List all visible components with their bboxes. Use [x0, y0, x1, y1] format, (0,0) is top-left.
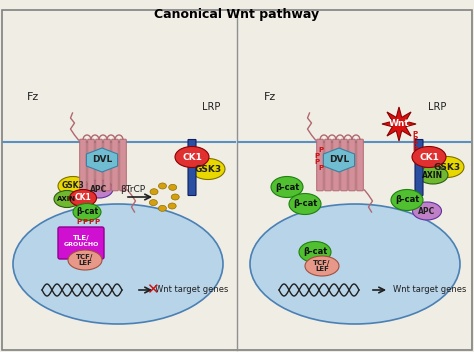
Text: ✕: ✕ — [146, 283, 158, 297]
Text: GROUCHO: GROUCHO — [64, 243, 99, 247]
Ellipse shape — [191, 158, 225, 180]
Text: DVL: DVL — [92, 156, 112, 164]
Text: LRP: LRP — [202, 102, 220, 112]
Text: GSK3: GSK3 — [62, 182, 84, 190]
Ellipse shape — [305, 256, 339, 276]
Polygon shape — [382, 107, 416, 141]
Ellipse shape — [171, 194, 179, 200]
Ellipse shape — [169, 184, 177, 190]
Ellipse shape — [412, 146, 446, 168]
FancyBboxPatch shape — [88, 139, 94, 191]
Text: LEF: LEF — [78, 260, 92, 266]
Text: β-cat: β-cat — [395, 195, 419, 205]
Text: GSK3: GSK3 — [433, 163, 461, 171]
Text: TLE/: TLE/ — [73, 235, 89, 241]
FancyBboxPatch shape — [3, 17, 236, 142]
Text: P: P — [412, 131, 418, 137]
FancyBboxPatch shape — [238, 17, 471, 142]
Text: APC: APC — [419, 207, 436, 215]
FancyBboxPatch shape — [317, 139, 323, 191]
Polygon shape — [323, 148, 355, 172]
FancyBboxPatch shape — [120, 139, 126, 191]
Ellipse shape — [289, 194, 321, 214]
FancyBboxPatch shape — [58, 227, 104, 259]
Text: DVL: DVL — [329, 156, 349, 164]
FancyBboxPatch shape — [415, 139, 423, 195]
Text: GSK3: GSK3 — [194, 164, 221, 174]
Ellipse shape — [13, 204, 223, 324]
Text: Wnt: Wnt — [389, 119, 410, 128]
Text: P: P — [314, 153, 319, 159]
Ellipse shape — [73, 203, 101, 220]
Text: Fz: Fz — [264, 92, 276, 102]
Text: Canonical Wnt pathway: Canonical Wnt pathway — [155, 8, 319, 21]
Ellipse shape — [175, 146, 209, 168]
Text: P: P — [412, 146, 418, 152]
Ellipse shape — [158, 183, 166, 189]
FancyBboxPatch shape — [341, 139, 347, 191]
Text: βTrCP: βTrCP — [120, 186, 146, 195]
Text: LRP: LRP — [428, 102, 447, 112]
Text: P: P — [319, 147, 324, 153]
Ellipse shape — [54, 190, 80, 207]
Text: TCF/: TCF/ — [313, 260, 331, 266]
Text: CK1: CK1 — [74, 194, 91, 202]
Ellipse shape — [430, 157, 464, 177]
Text: Wnt target genes: Wnt target genes — [393, 285, 467, 295]
Ellipse shape — [250, 204, 460, 324]
FancyBboxPatch shape — [325, 139, 331, 191]
Text: TCF/: TCF/ — [76, 254, 94, 260]
Ellipse shape — [58, 176, 88, 195]
Text: P: P — [319, 165, 324, 171]
Text: β-cat: β-cat — [76, 207, 98, 216]
Text: P: P — [89, 219, 93, 225]
FancyBboxPatch shape — [112, 139, 118, 191]
Polygon shape — [86, 148, 118, 172]
Text: APC: APC — [91, 184, 108, 194]
FancyBboxPatch shape — [96, 139, 102, 191]
Ellipse shape — [149, 200, 157, 206]
Text: P: P — [76, 219, 82, 225]
Text: Fz: Fz — [27, 92, 39, 102]
Text: P: P — [412, 141, 418, 147]
FancyBboxPatch shape — [357, 139, 363, 191]
Text: Wnt target genes: Wnt target genes — [155, 285, 228, 295]
Ellipse shape — [299, 241, 331, 263]
Ellipse shape — [158, 205, 166, 211]
Text: P: P — [82, 219, 88, 225]
Text: β-cat: β-cat — [293, 200, 317, 208]
Ellipse shape — [168, 203, 176, 209]
FancyBboxPatch shape — [188, 139, 196, 195]
Text: CK1: CK1 — [182, 152, 202, 162]
FancyBboxPatch shape — [104, 139, 110, 191]
Text: P: P — [314, 159, 319, 165]
FancyBboxPatch shape — [349, 139, 356, 191]
Text: β-cat: β-cat — [275, 182, 299, 191]
Text: P: P — [412, 136, 418, 142]
Ellipse shape — [70, 189, 97, 207]
Text: AXIN: AXIN — [422, 170, 444, 180]
FancyBboxPatch shape — [80, 139, 86, 191]
Text: β-cat: β-cat — [303, 247, 327, 257]
Ellipse shape — [85, 180, 113, 198]
Ellipse shape — [391, 189, 423, 210]
Ellipse shape — [150, 189, 158, 195]
Ellipse shape — [412, 202, 441, 220]
Ellipse shape — [68, 250, 102, 270]
Ellipse shape — [271, 176, 303, 197]
Text: AXIN: AXIN — [57, 196, 77, 202]
Text: P: P — [94, 219, 100, 225]
Ellipse shape — [418, 166, 448, 184]
Text: LEF: LEF — [315, 266, 329, 272]
Text: CK1: CK1 — [419, 152, 439, 162]
FancyBboxPatch shape — [333, 139, 339, 191]
